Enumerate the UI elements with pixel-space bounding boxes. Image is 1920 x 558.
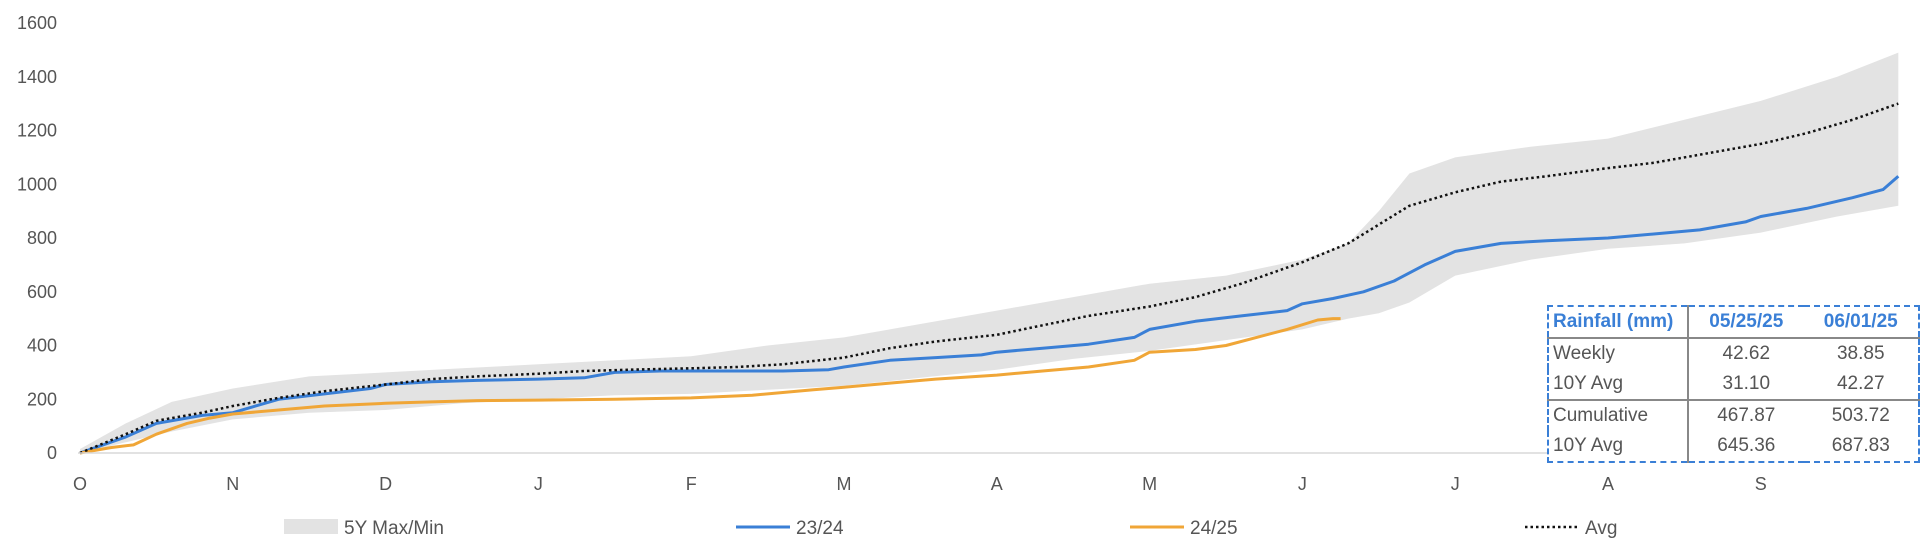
table-header-label: Rainfall (mm) <box>1548 306 1689 339</box>
x-tick-label: M <box>837 474 852 494</box>
row-value: 31.10 <box>1687 369 1804 400</box>
x-tick-label: F <box>686 474 697 494</box>
legend-label: 24/25 <box>1190 518 1238 539</box>
x-tick-label: A <box>991 474 1003 494</box>
legend-label: Avg <box>1585 518 1617 539</box>
y-tick-label: 800 <box>27 228 57 248</box>
y-tick-label: 1600 <box>17 13 57 33</box>
row-label: Cumulative <box>1548 399 1689 431</box>
row-value: 467.87 <box>1687 399 1804 431</box>
row-value: 687.83 <box>1831 435 1890 456</box>
y-tick-label: 200 <box>27 389 57 409</box>
x-tick-label: J <box>1451 474 1460 494</box>
table-header-row: Rainfall (mm) 05/25/25 06/01/25 <box>1548 306 1919 339</box>
line-layer <box>79 102 1900 455</box>
legend: 5Y Max/Min 23/24 24/25 Avg <box>284 518 1617 539</box>
series-23-24-line <box>79 175 1900 455</box>
x-tick-label: D <box>379 474 392 494</box>
rainfall-table: Rainfall (mm) 05/25/25 06/01/25 Weekly 4… <box>1547 305 1920 463</box>
series-avg-line <box>79 102 1899 455</box>
row-value: 38.85 <box>1836 343 1885 364</box>
legend-item-avg: Avg <box>1525 518 1617 539</box>
y-tick-label: 400 <box>27 336 57 356</box>
x-tick-label: S <box>1755 474 1767 494</box>
table-header-date-1: 05/25/25 <box>1687 306 1804 339</box>
series-24-25-line <box>79 317 1341 455</box>
legend-swatch <box>284 519 338 534</box>
y-tick-label: 1200 <box>17 121 57 141</box>
y-axis: 0 200 400 600 800 1000 1200 1400 1600 <box>17 13 57 463</box>
table-row: 10Y Avg 645.36 687.83 <box>1548 431 1919 462</box>
table-row: Cumulative 467.87 503.72 <box>1548 399 1919 431</box>
row-label: 10Y Avg <box>1553 373 1624 394</box>
legend-label: 23/24 <box>796 518 844 539</box>
legend-item-24-25: 24/25 <box>1130 518 1238 539</box>
x-tick-label: M <box>1142 474 1157 494</box>
row-value: 645.36 <box>1687 431 1804 462</box>
row-value: 503.72 <box>1803 399 1919 431</box>
table-row: 10Y Avg 31.10 42.27 <box>1548 369 1919 400</box>
x-tick-label: O <box>73 474 87 494</box>
x-tick-label: A <box>1602 474 1614 494</box>
y-tick-label: 0 <box>47 443 57 463</box>
row-value: 42.27 <box>1836 373 1885 394</box>
y-tick-label: 1400 <box>17 67 57 87</box>
table-row: Weekly 42.62 38.85 <box>1548 338 1919 369</box>
legend-item-5y-max-min: 5Y Max/Min <box>284 518 444 539</box>
row-value: 42.62 <box>1687 338 1804 369</box>
legend-item-23-24: 23/24 <box>736 518 844 539</box>
legend-label: 5Y Max/Min <box>344 518 444 539</box>
x-tick-label: N <box>226 474 239 494</box>
y-tick-label: 1000 <box>17 174 57 194</box>
row-label: Weekly <box>1553 343 1615 364</box>
x-tick-label: J <box>534 474 543 494</box>
row-label: 10Y Avg <box>1553 435 1624 456</box>
table-header-date-2: 06/01/25 <box>1803 306 1919 339</box>
x-tick-label: J <box>1298 474 1307 494</box>
y-tick-label: 600 <box>27 282 57 302</box>
